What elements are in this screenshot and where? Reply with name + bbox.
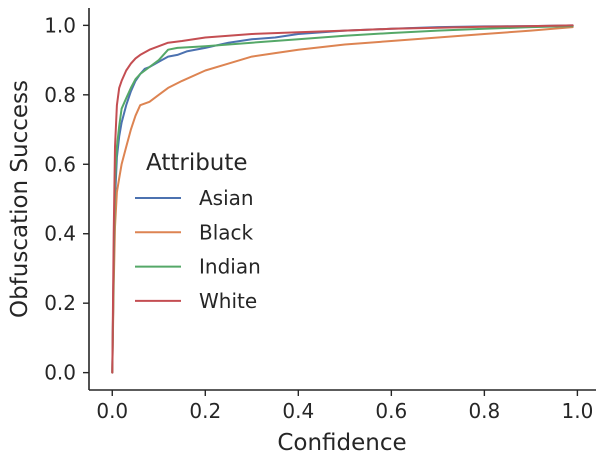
y-tick-label: 0.6 — [44, 152, 76, 176]
legend-label-indian: Indian — [199, 255, 261, 279]
legend: Attribute Asian Black Indian White — [135, 150, 261, 313]
legend-title: Attribute — [146, 150, 248, 176]
legend-item-indian: Indian — [135, 255, 261, 279]
x-tick-label: 1.0 — [561, 399, 593, 423]
x-tick-label: 0.4 — [282, 399, 314, 423]
x-axis-label: Confidence — [277, 430, 406, 456]
y-tick-label: 1.0 — [44, 13, 76, 37]
y-axis-label: Obfuscation Success — [7, 80, 33, 318]
series-layer — [111, 24, 574, 374]
legend-label-asian: Asian — [199, 186, 254, 210]
y-ticks: 0.0 0.2 0.4 0.6 0.8 1.0 — [44, 13, 89, 385]
legend-item-asian: Asian — [135, 186, 254, 210]
x-tick-label: 0.0 — [96, 399, 128, 423]
y-tick-label: 0.8 — [44, 83, 76, 107]
y-tick-label: 0.0 — [44, 361, 76, 385]
axes-layer — [88, 8, 596, 391]
legend-items: Asian Black Indian White — [135, 186, 261, 313]
legend-item-black: Black — [135, 220, 254, 244]
series-line-asian — [111, 24, 574, 374]
series-line-white — [111, 24, 574, 374]
legend-label-white: White — [199, 289, 257, 313]
y-tick-label: 0.4 — [44, 222, 76, 246]
x-ticks: 0.0 0.2 0.4 0.6 0.8 1.0 — [96, 390, 593, 423]
series-line-black — [111, 26, 574, 374]
legend-label-black: Black — [199, 220, 254, 244]
x-tick-label: 0.6 — [375, 399, 407, 423]
x-tick-label: 0.2 — [189, 399, 221, 423]
series-line-indian — [111, 25, 574, 374]
y-tick-label: 0.2 — [44, 291, 76, 315]
legend-item-white: White — [135, 289, 257, 313]
x-tick-label: 0.8 — [468, 399, 500, 423]
